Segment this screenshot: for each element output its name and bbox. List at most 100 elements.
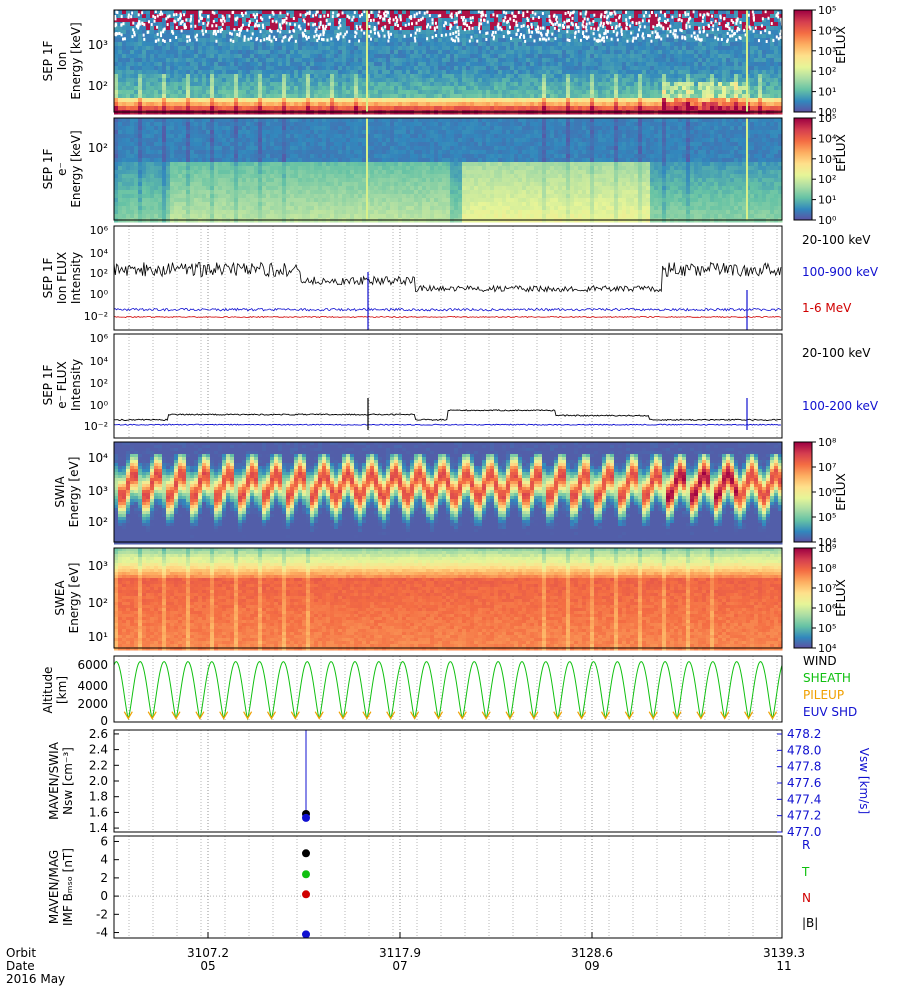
sep-ion-ylabel: SEP 1F Ion Energy [keV] (41, 22, 83, 99)
sep-e-flux-ytick-1e4: 10⁴ (90, 355, 109, 368)
sep-ion-flux-ytick-1e0: 10⁰ (90, 288, 109, 301)
imf-frame (114, 836, 782, 938)
nsw-ytick: 1.6 (89, 805, 108, 819)
legend-sheath: SHEATH (803, 671, 851, 685)
imf-ytick: 2 (100, 871, 108, 885)
nsw-ytick: 2.0 (89, 774, 108, 788)
legend-imf-t: T (801, 865, 810, 879)
altitude-lines (114, 662, 782, 719)
imf-point-r (302, 930, 310, 938)
swea-ytick-1e3: 10³ (88, 559, 108, 573)
legend-e-100-200: 100-200 keV (802, 399, 879, 413)
altitude-pileup-segment (196, 712, 204, 719)
imf-ytick: -4 (96, 926, 108, 940)
time-axis: Orbit Date 2016 May 3107.2 05 3117.9 07 … (6, 946, 805, 986)
vsw-point (302, 814, 310, 822)
altitude-pileup-segment (124, 712, 132, 719)
altitude-pileup-segment (578, 712, 586, 719)
colorbar-tick: 10⁵ (818, 112, 836, 125)
vsw-ytick: 477.0 (787, 825, 821, 839)
legend-e-20-100: 20-100 keV (802, 346, 871, 360)
imf-grid (114, 836, 782, 938)
panel-sep-electron-flux: SEP 1F e⁻ FLUX Intensity 10⁶ 10⁴ 10² 10⁰… (41, 332, 879, 438)
imf-ytick: 6 (100, 834, 108, 848)
altitude-pileup-segment (649, 712, 657, 719)
legend-ion-100-900: 100-900 keV (802, 265, 879, 279)
swea-ytick-1e2: 10² (88, 596, 108, 610)
altitude-pileup-segment (172, 712, 180, 719)
altitude-pileup-segment (291, 712, 299, 719)
panel-sep-electron-spectrogram: SEP 1F e⁻ Energy [keV] 10² 10⁵10⁴10³10²1… (41, 112, 848, 227)
altitude-sheath-line (114, 662, 782, 719)
imf-marks (302, 849, 310, 938)
swia-ytick-1e2: 10² (88, 515, 108, 529)
imf-ylabel: MAVEN/MAG IMF Bₘₛₒ [nT] (47, 848, 75, 926)
altitude-ytick-0: 0 (100, 714, 108, 728)
altitude-pileup-segment (721, 712, 729, 719)
altitude-pileup-segment (339, 712, 347, 719)
sep-e-flux-ytick-1e0: 10⁰ (90, 399, 109, 412)
legend-ion-1-6mev: 1-6 MeV (802, 301, 852, 315)
altitude-pileup-segment (602, 712, 610, 719)
sep-ion-spectrogram-image (114, 10, 784, 115)
altitude-pileup-segment (554, 712, 562, 719)
swia-moments-marks (302, 730, 310, 822)
vsw-ytick: 477.8 (787, 760, 821, 774)
sep-electron-ylabel: SEP 1F e⁻ Energy [keV] (41, 130, 83, 207)
series-ion-1-6mev (114, 317, 781, 318)
sep-electron-spectrogram-image (114, 118, 783, 223)
swia-moments-ylabel: MAVEN/SWIA Nsw [cm⁻³] (47, 741, 75, 820)
panel-swia-spectrogram: SWIA Energy [eV] 10⁴ 10³ 10² 10⁸10⁷10⁶10… (53, 436, 848, 549)
imf-ytick: 0 (100, 889, 108, 903)
altitude-ytick-2000: 2000 (77, 697, 108, 711)
altitude-pileup-segment (625, 712, 633, 719)
vsw-ytick: 477.6 (787, 776, 821, 790)
colorbar-tick: 10⁸ (818, 562, 837, 575)
sep-ion-ytick-100: 10² (88, 79, 108, 93)
altitude-ylabel: Altitude [km] (41, 667, 69, 714)
panel-swia-moments: MAVEN/SWIA Nsw [cm⁻³] 2.62.42.22.01.81.6… (47, 727, 871, 839)
sep-electron-flux-lines (114, 398, 781, 430)
colorbar-tick: 10⁸ (818, 436, 837, 449)
sep-e-flux-ytick-1e6: 10⁶ (90, 332, 109, 345)
sep-ion-ytick-1000: 10³ (88, 38, 108, 52)
altitude-pileup-segment (220, 712, 228, 719)
altitude-pileup-segment (411, 712, 419, 719)
legend-imf-b: |B| (802, 916, 818, 930)
altitude-pileup-segment (148, 712, 156, 719)
orbit-tick-2: 3117.9 (379, 946, 421, 960)
altitude-pileup-segment (745, 712, 753, 719)
panel-sep-ion-flux: SEP 1F Ion FLUX Intensity 10⁶ 10⁴ 10² 10… (41, 224, 879, 330)
series-e-100-200kev (114, 424, 781, 425)
imf-point-magbmag (302, 849, 310, 857)
vsw-axis-label: Vsw [km/s] (857, 748, 871, 814)
swia-ylabel: SWIA Energy [eV] (53, 457, 81, 528)
sep-ion-flux-ytick-1e4: 10⁴ (90, 247, 109, 260)
date-tick-09: 09 (584, 959, 599, 973)
sep-electron-colorbar-label: EFLUX (834, 134, 848, 172)
sep-ion-flux-ytick-1e2: 10² (90, 267, 108, 280)
swia-ytick-1e3: 10³ (88, 484, 108, 498)
altitude-ytick-6000: 6000 (77, 658, 108, 672)
altitude-pileup-segment (363, 712, 371, 719)
date-tick-05: 05 (200, 959, 215, 973)
altitude-ytick-4000: 4000 (77, 679, 108, 693)
orbit-tick-3: 3128.6 (571, 946, 613, 960)
altitude-pileup-segment (482, 712, 490, 719)
altitude-pileup-segment (769, 712, 777, 719)
sep-electron-flux-frame (114, 334, 782, 438)
altitude-pileup-segment (387, 712, 395, 719)
altitude-pileup-segment (673, 712, 681, 719)
colorbar-tick: 10¹ (818, 194, 836, 207)
sep-electron-ytick-100: 10² (88, 141, 108, 155)
legend-pileup: PILEUP (803, 688, 844, 702)
colorbar-tick: 10¹ (818, 86, 836, 99)
swea-ytick-1e1: 10¹ (88, 630, 108, 644)
swia-moments-grid (129, 730, 777, 832)
panel-altitude: Altitude [km] 6000 4000 2000 0 WIND SHEA… (41, 654, 857, 728)
